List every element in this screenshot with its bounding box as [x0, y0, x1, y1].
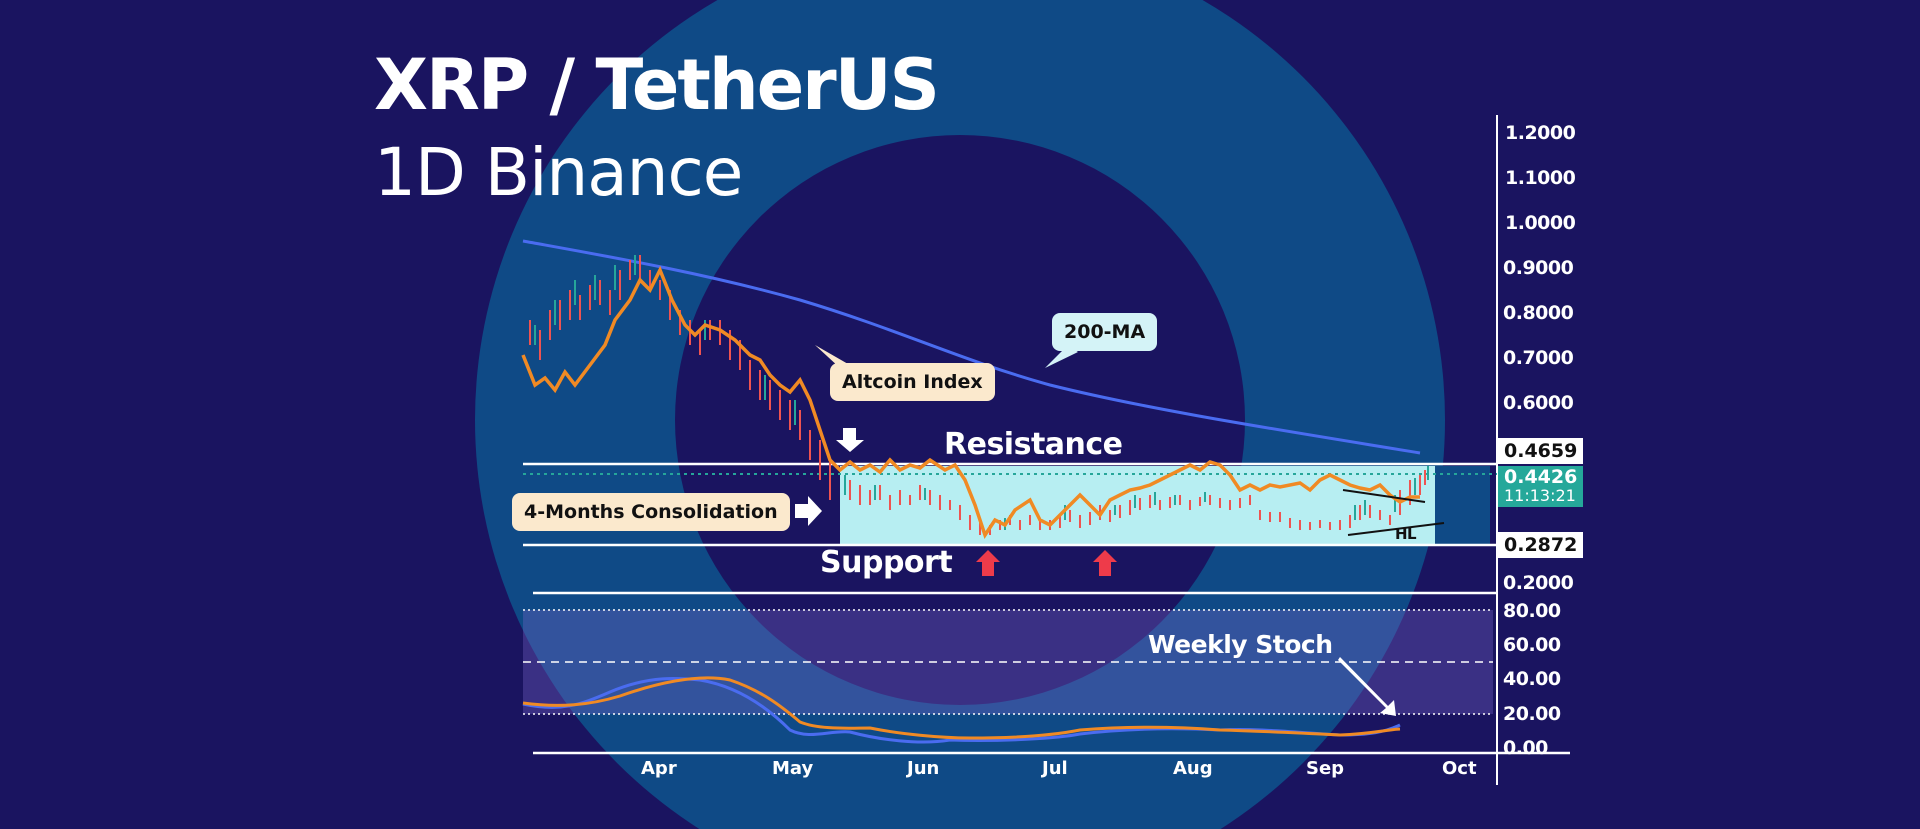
up-arrow-red-icon-1 — [976, 550, 1000, 576]
stoch-pointer-arrow-icon — [1338, 657, 1396, 716]
price-tick: 1.1000 — [1505, 167, 1576, 189]
resistance-price-tag: 0.4659 — [1498, 438, 1584, 464]
current-price-tag: 0.4426 11:13:21 — [1498, 466, 1584, 507]
chart-title: XRP / TetherUS — [374, 44, 940, 126]
weekly-stoch-label: Weekly Stoch — [1148, 630, 1333, 659]
ma-200-line — [522, 239, 1421, 455]
stoch-tick: 20.00 — [1503, 703, 1561, 725]
up-arrow-red-icon-2 — [1093, 550, 1117, 576]
month-tick: Jul — [1042, 758, 1068, 779]
hl-label: HL — [1395, 525, 1417, 543]
altcoin-index-line — [521, 265, 1420, 539]
chart-subtitle: 1D Binance — [374, 134, 743, 211]
stoch-tick: 80.00 — [1503, 600, 1561, 622]
month-tick: Sep — [1306, 758, 1345, 779]
price-tick: 0.7000 — [1503, 347, 1574, 369]
consolidation-label: 4-Months Consolidation — [512, 493, 790, 531]
right-arrow-icon — [795, 496, 822, 526]
month-tick: Jun — [907, 758, 940, 779]
resistance-label: Resistance — [944, 427, 1123, 462]
stoch-tick: 0.00 — [1503, 737, 1548, 759]
current-price: 0.4426 — [1504, 466, 1578, 488]
stoch-d-line — [522, 676, 1401, 740]
stoch-tick: 60.00 — [1503, 634, 1561, 656]
down-arrow-icon — [836, 428, 864, 452]
hl-trendline — [1347, 522, 1445, 536]
month-tick: Apr — [641, 758, 677, 779]
price-tick: 0.8000 — [1503, 302, 1574, 324]
price-tick: 1.2000 — [1505, 122, 1576, 144]
price-tick: 0.2000 — [1503, 572, 1574, 594]
support-label: Support — [820, 545, 953, 580]
altcoin-index-label: Altcoin Index — [830, 363, 995, 401]
ma-200-label: 200-MA — [1052, 313, 1158, 351]
price-tick: 1.0000 — [1505, 212, 1576, 234]
price-tick: 0.6000 — [1503, 392, 1574, 414]
month-tick: May — [772, 758, 814, 779]
support-price-tag: 0.2872 — [1498, 532, 1584, 558]
candle-countdown: 11:13:21 — [1504, 485, 1576, 505]
descending-trendline — [1342, 489, 1426, 503]
candles — [529, 255, 1429, 535]
price-tick: 0.9000 — [1503, 257, 1574, 279]
stoch-tick: 40.00 — [1503, 668, 1561, 690]
month-tick: Aug — [1173, 758, 1213, 779]
month-tick: Oct — [1442, 758, 1477, 779]
